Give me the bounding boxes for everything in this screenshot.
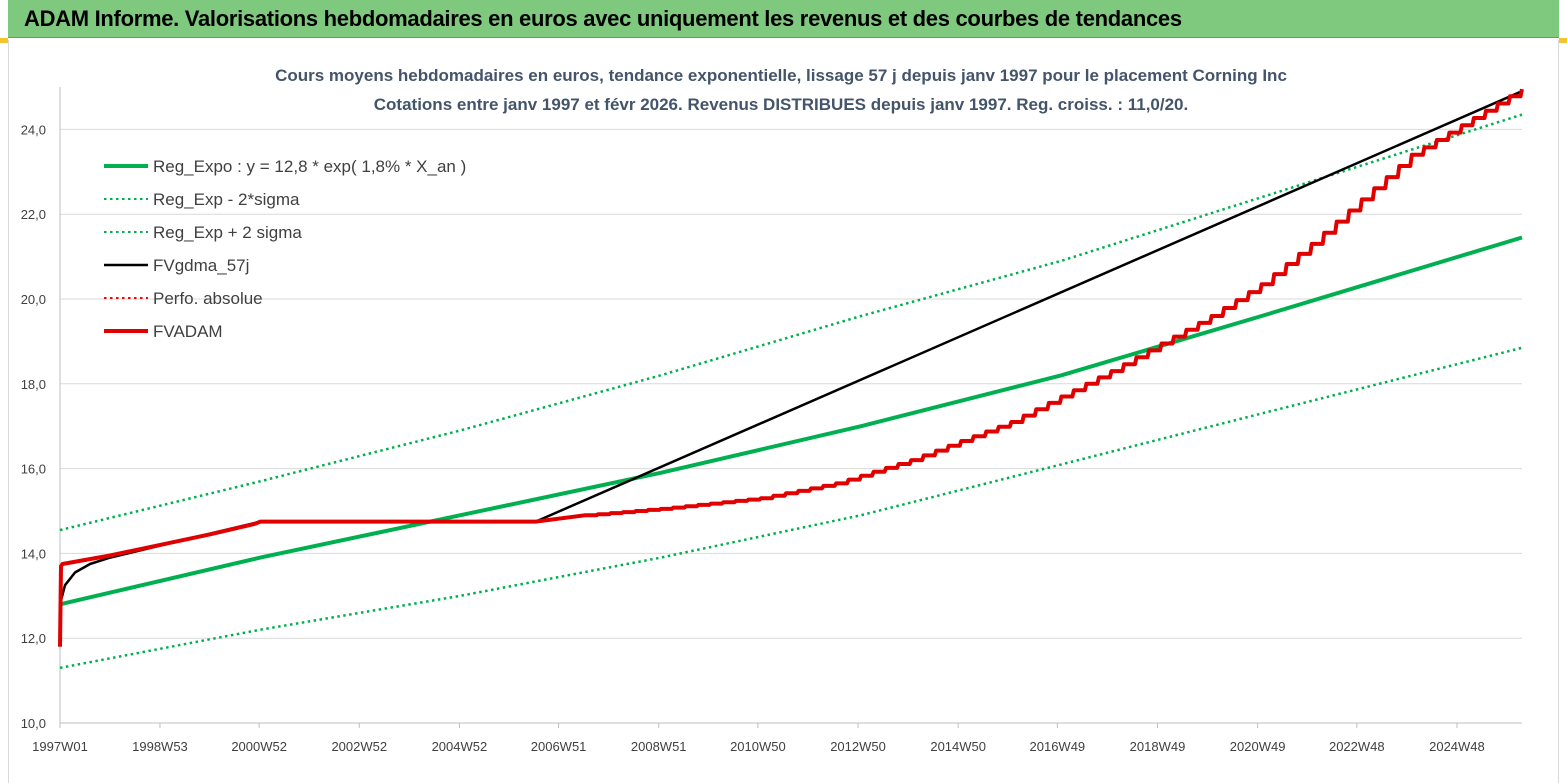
report-banner: ADAM Informe. Valorisations hebdomadaire… [8, 0, 1559, 38]
corner-marker-right [1559, 38, 1567, 43]
series-lines [58, 88, 1524, 670]
x-tick-label: 2002W52 [331, 739, 387, 754]
series-line-2 [59, 113, 1523, 532]
x-tick-label: 2000W52 [231, 739, 287, 754]
report-title: ADAM Informe. Valorisations hebdomadaire… [24, 6, 1182, 31]
legend-label: Perfo. absolue [153, 289, 263, 308]
legend-label: Reg_Expo : y = 12,8 * exp( 1,8% * X_an ) [153, 157, 466, 176]
legend: Reg_Expo : y = 12,8 * exp( 1,8% * X_an )… [104, 157, 466, 341]
x-tick-label: 2018W49 [1130, 739, 1186, 754]
x-tick-label: 2020W49 [1230, 739, 1286, 754]
corner-marker-left [0, 38, 8, 43]
x-tick-label: 2024W48 [1429, 739, 1485, 754]
x-tick-label: 2016W49 [1030, 739, 1086, 754]
y-tick-label: 24,0 [21, 122, 46, 137]
x-tick-label: 2004W52 [432, 739, 488, 754]
y-tick-label: 20,0 [21, 292, 46, 307]
chart-title-line-1: Cours moyens hebdomadaires en euros, ten… [275, 66, 1287, 85]
x-tick-label: 2008W51 [631, 739, 687, 754]
legend-label: Reg_Exp - 2*sigma [153, 190, 300, 209]
series-line-0 [59, 235, 1523, 607]
y-axis-ticks: 10,0 12,0 14,0 16,0 18,0 20,0 22,0 24,0 [21, 122, 46, 731]
y-tick-label: 10,0 [21, 716, 46, 731]
x-tick-label: 1998W53 [132, 739, 188, 754]
y-tick-label: 14,0 [21, 546, 46, 561]
series-line-5 [58, 88, 1524, 647]
chart-title-line-2: Cotations entre janv 1997 et févr 2026. … [374, 95, 1188, 114]
x-tick-label: 2012W50 [830, 739, 886, 754]
series-line-1 [59, 346, 1523, 670]
x-tick-label: 2010W50 [730, 739, 786, 754]
chart-frame [8, 40, 1559, 783]
y-tick-label: 16,0 [21, 462, 46, 477]
x-tick-label: 1997W01 [32, 739, 88, 754]
legend-label: FVgdma_57j [153, 256, 249, 275]
x-tick-label: 2006W51 [531, 739, 587, 754]
y-tick-label: 22,0 [21, 207, 46, 222]
x-tick-label: 2022W48 [1329, 739, 1385, 754]
legend-label: Reg_Exp + 2 sigma [153, 223, 302, 242]
x-axis-ticks: 1997W01 1998W53 2000W52 2002W52 2004W52 2006W… [32, 723, 1485, 754]
x-tick-label: 2014W50 [930, 739, 986, 754]
y-tick-label: 12,0 [21, 631, 46, 646]
y-tick-label: 18,0 [21, 377, 46, 392]
legend-label: FVADAM [153, 322, 223, 341]
